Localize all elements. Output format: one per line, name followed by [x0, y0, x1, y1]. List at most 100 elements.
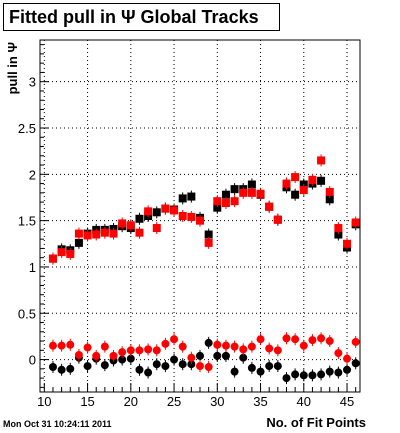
data-point-square — [92, 230, 101, 239]
data-point-circle — [48, 341, 57, 350]
data-point-circle — [178, 342, 187, 351]
data-point-square — [83, 231, 92, 240]
data-point-circle — [351, 337, 360, 346]
data-point-circle — [170, 335, 179, 344]
data-markers — [48, 154, 360, 385]
data-point-square — [135, 214, 144, 223]
data-point-circle — [343, 365, 352, 374]
data-point-square — [213, 203, 222, 212]
data-point-square — [187, 212, 196, 221]
data-point-circle — [83, 343, 92, 352]
data-point-square — [161, 204, 170, 213]
data-point-circle — [57, 365, 66, 374]
data-point-circle — [204, 338, 213, 347]
data-point-circle — [239, 353, 248, 362]
y-tick-label: 0.5 — [18, 306, 36, 321]
data-point-circle — [161, 362, 170, 371]
y-tick-label: 2 — [29, 167, 36, 182]
data-point-square — [196, 216, 204, 225]
data-point-circle — [92, 351, 101, 360]
data-point-circle — [178, 360, 187, 369]
data-point-square — [265, 202, 274, 211]
data-point-circle — [83, 362, 92, 371]
data-point-square — [204, 238, 213, 247]
x-tick-label: 25 — [167, 394, 181, 409]
data-point-circle — [317, 370, 326, 379]
data-point-circle — [282, 334, 291, 343]
data-point-circle — [221, 351, 230, 360]
x-axis-label: No. of Fit Points — [266, 415, 366, 430]
data-point-square — [170, 206, 179, 215]
chart-title: Fitted pull in Ψ Global Tracks — [9, 6, 259, 27]
data-point-square — [343, 239, 352, 248]
data-point-square — [282, 179, 291, 188]
data-point-square — [152, 208, 161, 217]
data-point-square — [299, 186, 308, 195]
x-tick-label: 35 — [253, 394, 267, 409]
data-point-square — [291, 173, 300, 182]
data-point-square — [291, 190, 300, 199]
data-point-square — [178, 194, 187, 203]
data-point-square — [239, 188, 248, 197]
data-point-circle — [213, 340, 222, 349]
data-point-circle — [256, 367, 265, 376]
data-point-circle — [221, 341, 230, 350]
data-point-square — [213, 197, 222, 206]
data-point-circle — [291, 335, 300, 344]
x-tick-label: 10 — [37, 394, 51, 409]
data-point-circle — [343, 354, 352, 363]
data-point-circle — [187, 360, 196, 369]
data-point-circle — [325, 337, 334, 346]
x-tick-label: 20 — [124, 394, 138, 409]
data-point-square — [334, 224, 343, 233]
data-point-circle — [213, 351, 222, 360]
data-point-circle — [265, 344, 274, 353]
data-point-circle — [74, 350, 83, 359]
data-point-square — [247, 180, 256, 189]
data-point-circle — [299, 371, 308, 380]
data-point-square — [317, 176, 326, 185]
x-tick-label: 15 — [80, 394, 94, 409]
y-axis-label: pull in Ψ — [5, 42, 20, 94]
data-point-circle — [317, 334, 326, 343]
data-point-square — [230, 185, 239, 194]
data-point-circle — [135, 365, 144, 374]
data-point-circle — [57, 341, 66, 350]
data-point-circle — [144, 368, 153, 377]
data-point-square — [74, 238, 83, 247]
y-tick-label: 1.5 — [18, 214, 36, 229]
data-point-circle — [109, 351, 118, 360]
data-point-circle — [308, 371, 317, 380]
data-point-square — [118, 219, 127, 228]
data-point-circle — [282, 374, 291, 383]
data-point-square — [334, 230, 343, 239]
data-point-square — [221, 199, 230, 208]
data-point-square — [325, 187, 334, 196]
data-point-square — [48, 254, 57, 263]
data-point-square — [221, 190, 230, 199]
data-point-circle — [196, 351, 204, 360]
data-point-circle — [152, 360, 161, 369]
data-point-circle — [152, 346, 161, 355]
data-point-circle — [273, 346, 282, 355]
data-point-square — [256, 189, 265, 198]
data-point-square — [325, 195, 334, 204]
y-tick-label: 0 — [29, 353, 36, 368]
data-point-circle — [135, 346, 144, 355]
chart-title-box: Fitted pull in Ψ Global Tracks — [3, 3, 280, 31]
data-point-circle — [66, 340, 75, 349]
data-point-square — [178, 212, 187, 220]
data-point-circle — [247, 363, 256, 372]
data-point-circle — [118, 348, 127, 357]
data-point-circle — [144, 345, 153, 354]
data-point-circle — [196, 362, 204, 371]
y-tick-label: 2.5 — [18, 121, 36, 136]
axis-ticks — [40, 44, 357, 392]
data-point-circle — [126, 354, 135, 363]
data-point-circle — [351, 359, 360, 368]
data-point-circle — [126, 346, 135, 355]
data-point-circle — [161, 339, 170, 348]
data-point-square — [247, 188, 256, 197]
y-tick-label: 3 — [29, 75, 36, 90]
data-point-square — [135, 228, 144, 237]
